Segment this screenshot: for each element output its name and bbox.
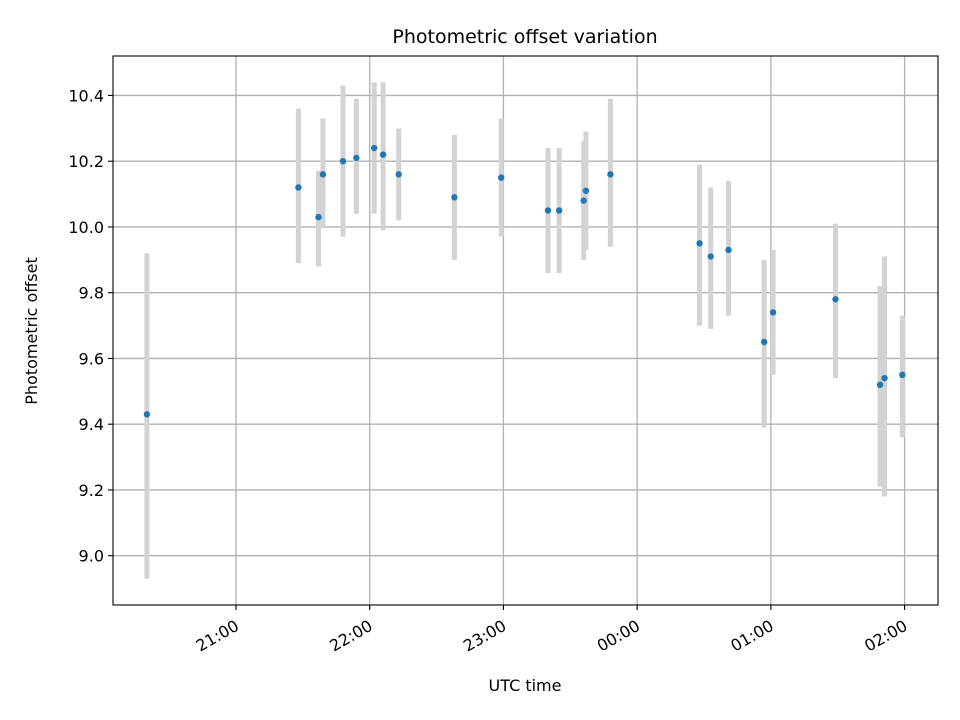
- data-point: [143, 411, 151, 418]
- x-axis-label: UTC time: [489, 676, 562, 695]
- y-axis-ticks: 9.0 9.2 9.4 9.6 9.8 10.0 10.2 10.4: [68, 86, 113, 566]
- data-point: [353, 154, 360, 162]
- data-point: [395, 171, 402, 178]
- data-point: [707, 253, 714, 260]
- data-point: [295, 184, 302, 191]
- data-point: [832, 296, 839, 303]
- data-point: [339, 157, 347, 165]
- y-tick-label: 9.6: [79, 349, 104, 368]
- data-point: [451, 194, 458, 201]
- data-point: [899, 371, 906, 379]
- data-point: [725, 246, 732, 254]
- y-tick-label: 10.2: [68, 152, 104, 171]
- plot-frame: [112, 55, 939, 606]
- y-tick-label: 9.8: [79, 284, 104, 303]
- data-point: [696, 240, 703, 247]
- data-point: [544, 207, 552, 214]
- y-tick-label: 10.4: [68, 86, 104, 105]
- data-point: [760, 338, 768, 346]
- data-point: [580, 197, 587, 204]
- y-tick-label: 9.2: [79, 481, 104, 500]
- data-point: [769, 309, 777, 316]
- data-point: [498, 174, 505, 181]
- data-point: [876, 381, 884, 388]
- data-point: [607, 171, 614, 178]
- data-point: [379, 151, 387, 158]
- chart-title: Photometric offset variation: [392, 26, 657, 48]
- y-tick-label: 10.0: [68, 218, 104, 237]
- data-point: [555, 207, 563, 214]
- data-point: [370, 144, 378, 152]
- y-tick-label: 9.0: [79, 547, 104, 566]
- data-point: [315, 213, 322, 221]
- data-points: [143, 144, 906, 418]
- data-point: [881, 374, 888, 382]
- y-tick-label: 9.4: [79, 415, 104, 434]
- data-point: [582, 187, 590, 194]
- data-point: [319, 171, 327, 178]
- y-axis-label: Photometric offset: [22, 257, 41, 405]
